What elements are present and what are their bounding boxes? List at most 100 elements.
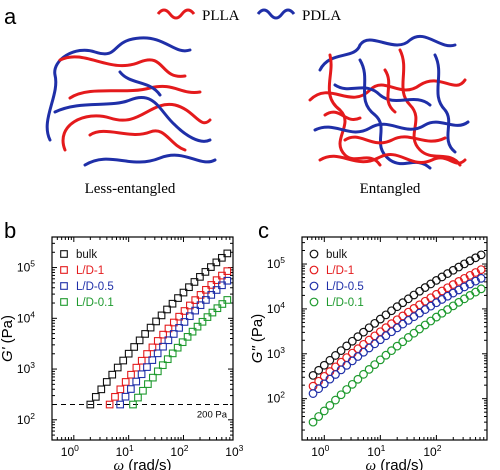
entangled-caption: Entangled	[360, 181, 421, 197]
data-point	[381, 310, 391, 320]
data-point	[201, 268, 210, 276]
panel-a-legend: PLLA PDLA	[156, 8, 341, 24]
y-tick-label: 103	[17, 360, 35, 376]
data-point	[409, 290, 419, 300]
data-point	[146, 323, 155, 332]
data-point	[135, 336, 144, 345]
data-point	[102, 378, 111, 386]
data-point	[113, 363, 122, 372]
data-point	[139, 386, 147, 395]
series-l-d-0-1	[308, 284, 486, 427]
data-point	[308, 370, 318, 380]
legend-label: bulk	[326, 249, 347, 261]
data-point	[212, 258, 221, 267]
data-point	[392, 323, 402, 333]
data-point	[180, 307, 189, 315]
data-point	[415, 308, 424, 318]
data-point	[213, 304, 222, 313]
data-point	[169, 318, 178, 327]
data-point	[398, 298, 408, 308]
data-point	[196, 301, 205, 310]
data-point	[134, 393, 142, 402]
x-tick-label: 102	[423, 443, 441, 459]
data-point	[153, 349, 162, 358]
x-axis-title: ω (rad/s)	[365, 457, 423, 470]
panel-b-letter: b	[4, 218, 16, 243]
data-point	[476, 265, 486, 275]
data-point	[143, 350, 151, 358]
data-point	[207, 291, 216, 299]
x-tick-label: 101	[116, 443, 134, 459]
data-point	[364, 365, 374, 374]
legend-label: L/D-0.1	[326, 297, 364, 309]
data-point	[127, 385, 135, 393]
data-point	[188, 327, 197, 336]
legend-marker	[60, 250, 68, 258]
data-point	[353, 332, 363, 342]
data-point	[169, 330, 178, 338]
data-point	[347, 356, 357, 366]
data-point	[409, 312, 419, 322]
series-l-d-0-5	[308, 273, 486, 398]
data-point	[325, 401, 335, 410]
data-point	[375, 355, 385, 365]
data-point	[86, 400, 95, 409]
data-point	[153, 367, 162, 376]
legend-marker	[309, 297, 319, 307]
data-point	[121, 392, 130, 401]
data-point	[159, 342, 167, 351]
data-point	[111, 392, 119, 401]
data-point	[163, 355, 172, 364]
data-point	[403, 333, 413, 342]
pdla-legend-label: PDLA	[302, 8, 341, 24]
data-point	[454, 297, 464, 307]
data-point	[152, 317, 160, 326]
y-tick-label: 105	[267, 255, 285, 271]
data-point	[426, 301, 436, 311]
data-point	[420, 305, 430, 314]
x-axis-ticks	[301, 237, 488, 440]
data-point	[437, 272, 447, 282]
data-point	[137, 356, 146, 365]
data-point	[217, 253, 226, 262]
legend-label: L/D-0.5	[76, 281, 114, 293]
y-axis-ticks	[302, 236, 487, 431]
data-point	[375, 335, 385, 345]
data-point	[415, 324, 424, 334]
data-point	[381, 350, 391, 360]
data-point	[431, 312, 441, 322]
panel-c-letter: c	[258, 218, 269, 243]
legend: bulk L/D-1 L/D-0.5 L/D-0.1	[60, 249, 114, 309]
data-point	[336, 346, 346, 356]
y-tick-label: 105	[17, 259, 35, 275]
data-point	[202, 296, 210, 304]
data-point	[148, 343, 157, 352]
data-point	[193, 322, 202, 331]
data-point	[179, 288, 188, 297]
x-axis-title: ω (rad/s)	[113, 457, 171, 470]
legend-marker	[309, 249, 319, 259]
data-point	[91, 393, 100, 401]
data-point	[347, 379, 357, 389]
reference-line-label: 200 Pa	[197, 410, 228, 421]
data-point	[183, 332, 192, 341]
data-point	[196, 291, 205, 299]
data-point	[143, 363, 151, 371]
data-point	[392, 341, 402, 351]
legend-label: L/D-1	[326, 265, 354, 277]
data-point	[191, 306, 200, 315]
data-point	[212, 286, 221, 294]
data-point	[132, 363, 141, 372]
data-point	[476, 250, 486, 260]
plot-frame	[301, 236, 488, 441]
data-point	[314, 384, 324, 394]
data-point	[137, 370, 146, 379]
data-point	[403, 294, 413, 304]
data-point	[130, 343, 139, 351]
data-point	[185, 283, 193, 292]
data-point	[202, 285, 210, 294]
data-point	[336, 390, 346, 400]
data-point	[185, 312, 194, 321]
series-l-d-1	[105, 267, 232, 409]
